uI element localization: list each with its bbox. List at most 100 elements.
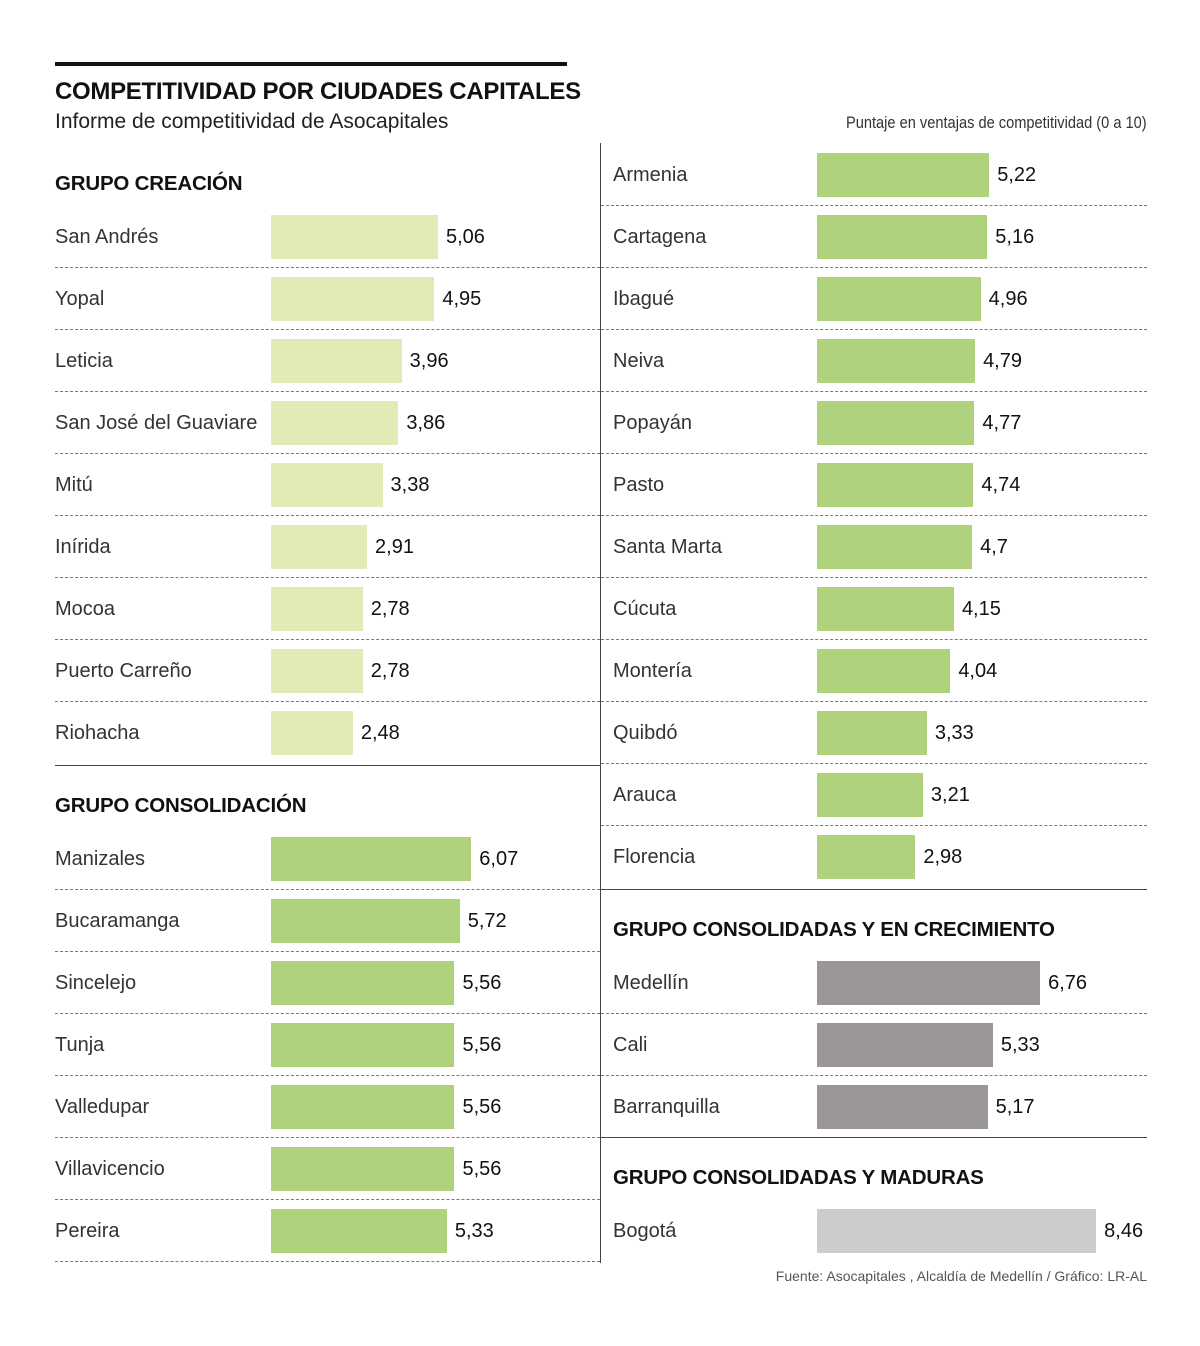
row-separator (601, 205, 1147, 206)
bar (271, 1023, 455, 1067)
bar (817, 587, 954, 631)
source-note: Fuente: Asocapitales , Alcaldía de Medel… (775, 1268, 1147, 1284)
row-separator (55, 453, 600, 454)
bar-row: Arauca 3,21 (613, 764, 1159, 826)
category-label: Santa Marta (613, 535, 722, 558)
bar-row: Tunja 5,56 (55, 1014, 600, 1076)
category-label: Pereira (55, 1219, 120, 1242)
bar-row: Florencia 2,98 (613, 826, 1159, 888)
bar-row: Villavicencio 5,56 (55, 1138, 600, 1200)
bar-row: Inírida 2,91 (55, 516, 600, 578)
bar (271, 215, 438, 259)
bar-row: San Andrés 5,06 (55, 206, 600, 268)
category-label: Arauca (613, 783, 677, 806)
bar-row: Ibagué 4,96 (613, 268, 1159, 330)
value-label: 4,79 (983, 349, 1022, 372)
bar (271, 401, 399, 445)
bar-row: Popayán 4,77 (613, 392, 1159, 454)
value-label: 5,56 (462, 1095, 502, 1118)
row-separator (55, 515, 600, 516)
category-label: Tunja (55, 1033, 105, 1056)
bar-row: Medellín 6,76 (613, 952, 1159, 1014)
row-separator (601, 701, 1147, 702)
bar-row: Quibdó 3,33 (613, 702, 1159, 764)
value-label: 6,07 (479, 847, 519, 870)
bar (271, 899, 460, 943)
group-separator (601, 889, 1147, 890)
value-label: 3,86 (406, 411, 446, 434)
value-label: 4,96 (988, 287, 1028, 310)
row-separator (55, 1075, 600, 1076)
category-label: Neiva (613, 349, 665, 372)
value-label: 6,76 (1048, 971, 1088, 994)
value-label: 2,91 (375, 535, 414, 558)
category-label: Popayán (613, 411, 692, 434)
row-separator (55, 1199, 600, 1200)
value-label: 3,38 (390, 473, 430, 496)
category-label: Medellín (613, 971, 689, 994)
bar-row: Cartagena 5,16 (613, 206, 1159, 268)
category-label: Quibdó (613, 721, 678, 744)
value-label: 2,78 (370, 597, 410, 620)
row-separator (55, 267, 600, 268)
value-label: 4,15 (961, 597, 1001, 620)
group-title: GRUPO CONSOLIDADAS Y EN CRECIMIENTO (613, 918, 1055, 941)
category-label: Cúcuta (613, 597, 677, 620)
row-separator (601, 577, 1147, 578)
bar (817, 1209, 1097, 1253)
row-separator (601, 267, 1147, 268)
row-separator (55, 889, 600, 890)
bar (817, 277, 981, 321)
chart-title: COMPETITIVIDAD POR CIUDADES CAPITALES (55, 78, 581, 105)
row-separator (601, 391, 1147, 392)
bar-row: Neiva 4,79 (613, 330, 1159, 392)
row-separator (55, 577, 600, 578)
bar (817, 649, 951, 693)
bar (271, 711, 353, 755)
bar (817, 339, 976, 383)
bar-row: Montería 4,04 (613, 640, 1159, 702)
bar (271, 649, 363, 693)
bar-row: Cali 5,33 (613, 1014, 1159, 1076)
bar (271, 339, 402, 383)
category-label: Sincelejo (55, 971, 137, 994)
value-label: 5,17 (995, 1095, 1035, 1118)
value-label: 3,21 (930, 783, 970, 806)
value-label: 8,46 (1104, 1219, 1144, 1242)
bar-row: Pereira 5,33 (55, 1200, 600, 1262)
category-label: Villavicencio (55, 1157, 165, 1180)
bar-row: Mitú 3,38 (55, 454, 600, 516)
bar (817, 711, 927, 755)
bar-row: Puerto Carreño 2,78 (55, 640, 600, 702)
value-label: 4,74 (981, 473, 1021, 496)
bar (817, 773, 923, 817)
bar (271, 587, 363, 631)
row-separator (601, 763, 1147, 764)
bar (271, 961, 455, 1005)
row-separator (601, 515, 1147, 516)
value-label: 5,06 (445, 225, 485, 248)
column-divider (600, 143, 601, 1263)
bar-row: Leticia 3,96 (55, 330, 600, 392)
value-label: 5,22 (997, 163, 1037, 186)
row-separator (55, 1013, 600, 1014)
group-separator (601, 1137, 1147, 1138)
value-label: 2,98 (923, 845, 963, 868)
bar-row: Riohacha 2,48 (55, 702, 600, 764)
category-label: Bogotá (613, 1219, 677, 1242)
group-title: GRUPO CONSOLIDADAS Y MADURAS (613, 1166, 984, 1189)
row-separator (601, 1075, 1147, 1076)
category-label: Mocoa (55, 597, 116, 620)
chart-subtitle: Informe de competitividad de Asocapitale… (55, 110, 449, 133)
category-label: Armenia (613, 163, 688, 186)
category-label: Ibagué (613, 287, 675, 310)
bar-row: Cúcuta 4,15 (613, 578, 1159, 640)
bar-row: Barranquilla 5,17 (613, 1076, 1159, 1138)
value-label: 5,56 (462, 1033, 502, 1056)
category-label: Montería (613, 659, 692, 682)
value-label: 2,48 (360, 721, 400, 744)
value-label: 3,96 (409, 349, 449, 372)
value-label: 5,33 (1000, 1033, 1040, 1056)
bar (817, 401, 975, 445)
value-label: 4,7 (980, 535, 1008, 558)
